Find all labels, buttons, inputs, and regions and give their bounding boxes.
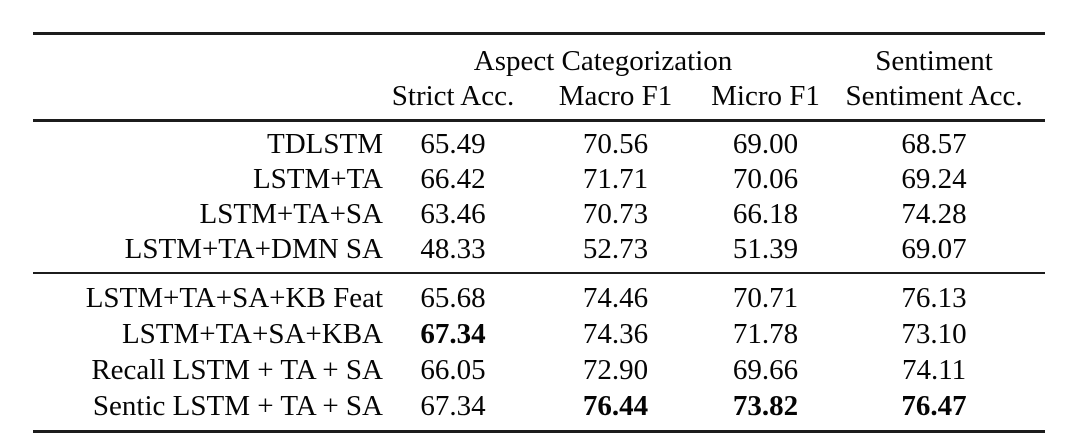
col-header-macro-f1: Macro F1 [523,78,708,122]
value-cell: 73.82 [732,389,799,422]
table-row: LSTM+TA+SA+KB Feat 65.68 74.46 70.71 76.… [33,273,1045,316]
value-cell: 76.13 [901,281,967,314]
column-group-row: Aspect Categorization Sentiment [33,34,1045,79]
col-header-sentiment-acc: Sentiment Acc. [823,78,1046,122]
value-cell: 69.24 [901,163,967,195]
value-cell: 66.18 [732,198,799,230]
value-cell: 74.36 [582,317,649,350]
value-cell: 74.11 [901,353,967,386]
col-header-strict-acc: Strict Acc. [383,78,523,122]
row-label: LSTM+TA+SA+KB Feat [85,281,383,314]
value-cell: 52.73 [523,232,708,274]
value-cell: 74.28 [901,198,967,230]
value-cell: 51.39 [708,232,824,274]
value-cell: 72.90 [582,353,649,386]
corner-spacer [33,34,383,79]
value-cell: 70.06 [732,163,799,195]
row-label: LSTM+TA+SA+KBA [121,317,383,350]
value-cell: 76.44 [582,389,649,422]
value-cell: 65.49 [420,128,486,160]
baseline-models-group: TDLSTM 65.49 70.56 69.00 68.57 LSTM+TA 6… [33,121,1046,274]
value-cell: 67.34 [420,317,486,350]
proposed-models-group: LSTM+TA+SA+KB Feat 65.68 74.46 70.71 76.… [33,273,1045,432]
row-label: LSTM+TA+SA [199,198,383,230]
value-cell: 65.68 [420,281,486,314]
row-label: Sentic LSTM + TA + SA [92,389,383,422]
value-cell: 63.46 [420,198,486,230]
value-cell: 70.56 [582,128,649,160]
value-cell: 73.10 [901,317,967,350]
value-cell: 70.71 [732,281,799,314]
value-cell: 66.42 [420,163,486,195]
value-cell: 69.07 [823,232,1046,274]
value-cell: 69.66 [732,353,799,386]
value-cell: 70.73 [582,198,649,230]
results-table: Aspect Categorization Sentiment Strict A… [33,32,1046,433]
value-cell: 71.71 [582,163,649,195]
value-cell: 66.05 [420,353,486,386]
row-label: TDLSTM [267,128,383,160]
value-cell: 74.46 [582,281,649,314]
value-cell: 48.33 [383,232,523,274]
value-cell: 71.78 [732,317,799,350]
value-cell: 68.57 [901,128,967,160]
col-header-micro-f1: Micro F1 [708,78,824,122]
table-row: Sentic LSTM + TA + SA 67.34 76.44 73.82 … [33,388,1045,432]
value-cell: 67.34 [420,389,486,422]
table-row: LSTM+TA+DMN SA 48.33 52.73 51.39 69.07 [33,232,1046,274]
corner-spacer [33,78,383,122]
column-group-sentiment: Sentiment [875,45,993,77]
column-header-row: Strict Acc. Macro F1 Micro F1 Sentiment … [33,78,1046,122]
table-row: LSTM+TA+SA+KBA 67.34 74.36 71.78 73.10 [33,316,1045,352]
table-row: LSTM+TA+SA 63.46 70.73 66.18 74.28 [33,197,1045,232]
value-cell: 76.47 [901,389,967,422]
row-label: LSTM+TA [252,163,383,195]
row-label: Recall LSTM + TA + SA [91,353,383,386]
table-row: Recall LSTM + TA + SA 66.05 72.90 69.66 … [33,352,1045,388]
column-group-aspect-categorization: Aspect Categorization [473,45,733,77]
row-label: LSTM+TA+DMN SA [33,232,383,274]
table-row: LSTM+TA 66.42 71.71 70.06 69.24 [33,162,1045,197]
table-row: TDLSTM 65.49 70.56 69.00 68.57 [33,121,1045,163]
value-cell: 69.00 [732,128,799,160]
table-header: Aspect Categorization Sentiment Strict A… [33,34,1046,122]
